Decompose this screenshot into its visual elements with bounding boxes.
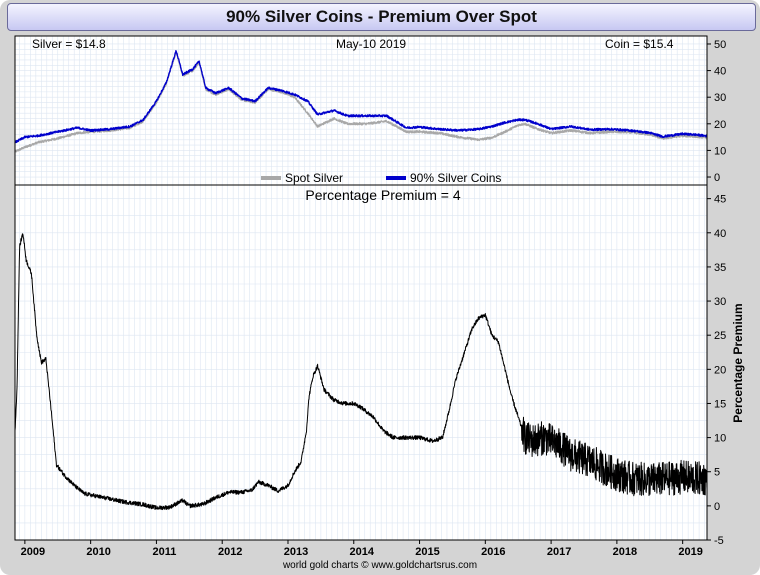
y-tick-label-bottom: 0	[714, 501, 720, 513]
x-tick-label: 2009	[21, 546, 45, 558]
y-tick-label-top: 40	[714, 66, 726, 78]
legend-label-spot: Spot Silver	[285, 171, 343, 185]
x-tick-label: 2010	[86, 546, 110, 558]
y-tick-label-bottom: 40	[714, 228, 726, 240]
y-tick-label-bottom: 15	[714, 398, 726, 410]
x-tick-label: 2016	[481, 546, 505, 558]
x-tick-label: 2019	[678, 546, 702, 558]
coin-price-label: Coin = $15.4	[605, 37, 674, 51]
y-tick-label-bottom: 10	[714, 433, 726, 445]
x-tick-label: 2014	[350, 546, 375, 558]
y-tick-label-top: 50	[714, 39, 726, 51]
y-tick-label-top: 30	[714, 92, 726, 104]
y-tick-label-top: 10	[714, 145, 726, 157]
bottom-panel-border	[14, 184, 708, 541]
top-panel	[14, 35, 708, 186]
axes: 0 10 20 30 40 50 -5 0 5 10 15 20 25 30 35 40 45 2009 2010 2…	[21, 39, 727, 558]
series-line-silver-coins	[14, 49, 708, 144]
y-tick-label-bottom: 20	[714, 364, 726, 376]
y-tick-label-bottom: 30	[714, 296, 726, 308]
grid	[15, 36, 707, 541]
footer-credit: world gold charts © www.goldchartsrus.co…	[282, 560, 477, 571]
y-tick-label-bottom: 25	[714, 330, 726, 342]
bottom-panel	[14, 184, 708, 541]
x-tick-label: 2018	[613, 546, 637, 558]
bottom-series-layer	[14, 233, 708, 511]
x-tick-label: 2015	[415, 546, 439, 558]
premium-title: Percentage Premium = 4	[305, 187, 460, 203]
y-tick-label-bottom: 45	[714, 194, 726, 206]
y-tick-label-top: 20	[714, 119, 726, 131]
legend-label-coin: 90% Silver Coins	[410, 171, 501, 185]
y-tick-label-bottom: 5	[714, 467, 720, 479]
y-tick-label-bottom: 35	[714, 262, 726, 274]
chart-title: 90% Silver Coins - Premium Over Spot	[7, 3, 756, 31]
y-axis-label: Percentage Premium	[731, 303, 745, 422]
legend-swatch-spot	[261, 176, 281, 180]
y-tick-label-bottom: -5	[714, 535, 724, 547]
x-tick-label: 2013	[284, 546, 308, 558]
x-tick-label: 2011	[152, 546, 176, 558]
x-tick-label: 2017	[547, 546, 571, 558]
x-tick-label: 2012	[218, 546, 242, 558]
top-series-layer	[14, 49, 708, 153]
date-label: May-10 2019	[336, 37, 406, 51]
series-line-percentage-premium	[14, 233, 708, 511]
silver-price-label: Silver = $14.8	[32, 37, 106, 51]
legend-swatch-coin	[386, 176, 406, 180]
legend: Spot Silver 90% Silver Coins	[261, 171, 501, 185]
y-tick-label-top: 0	[714, 172, 720, 184]
